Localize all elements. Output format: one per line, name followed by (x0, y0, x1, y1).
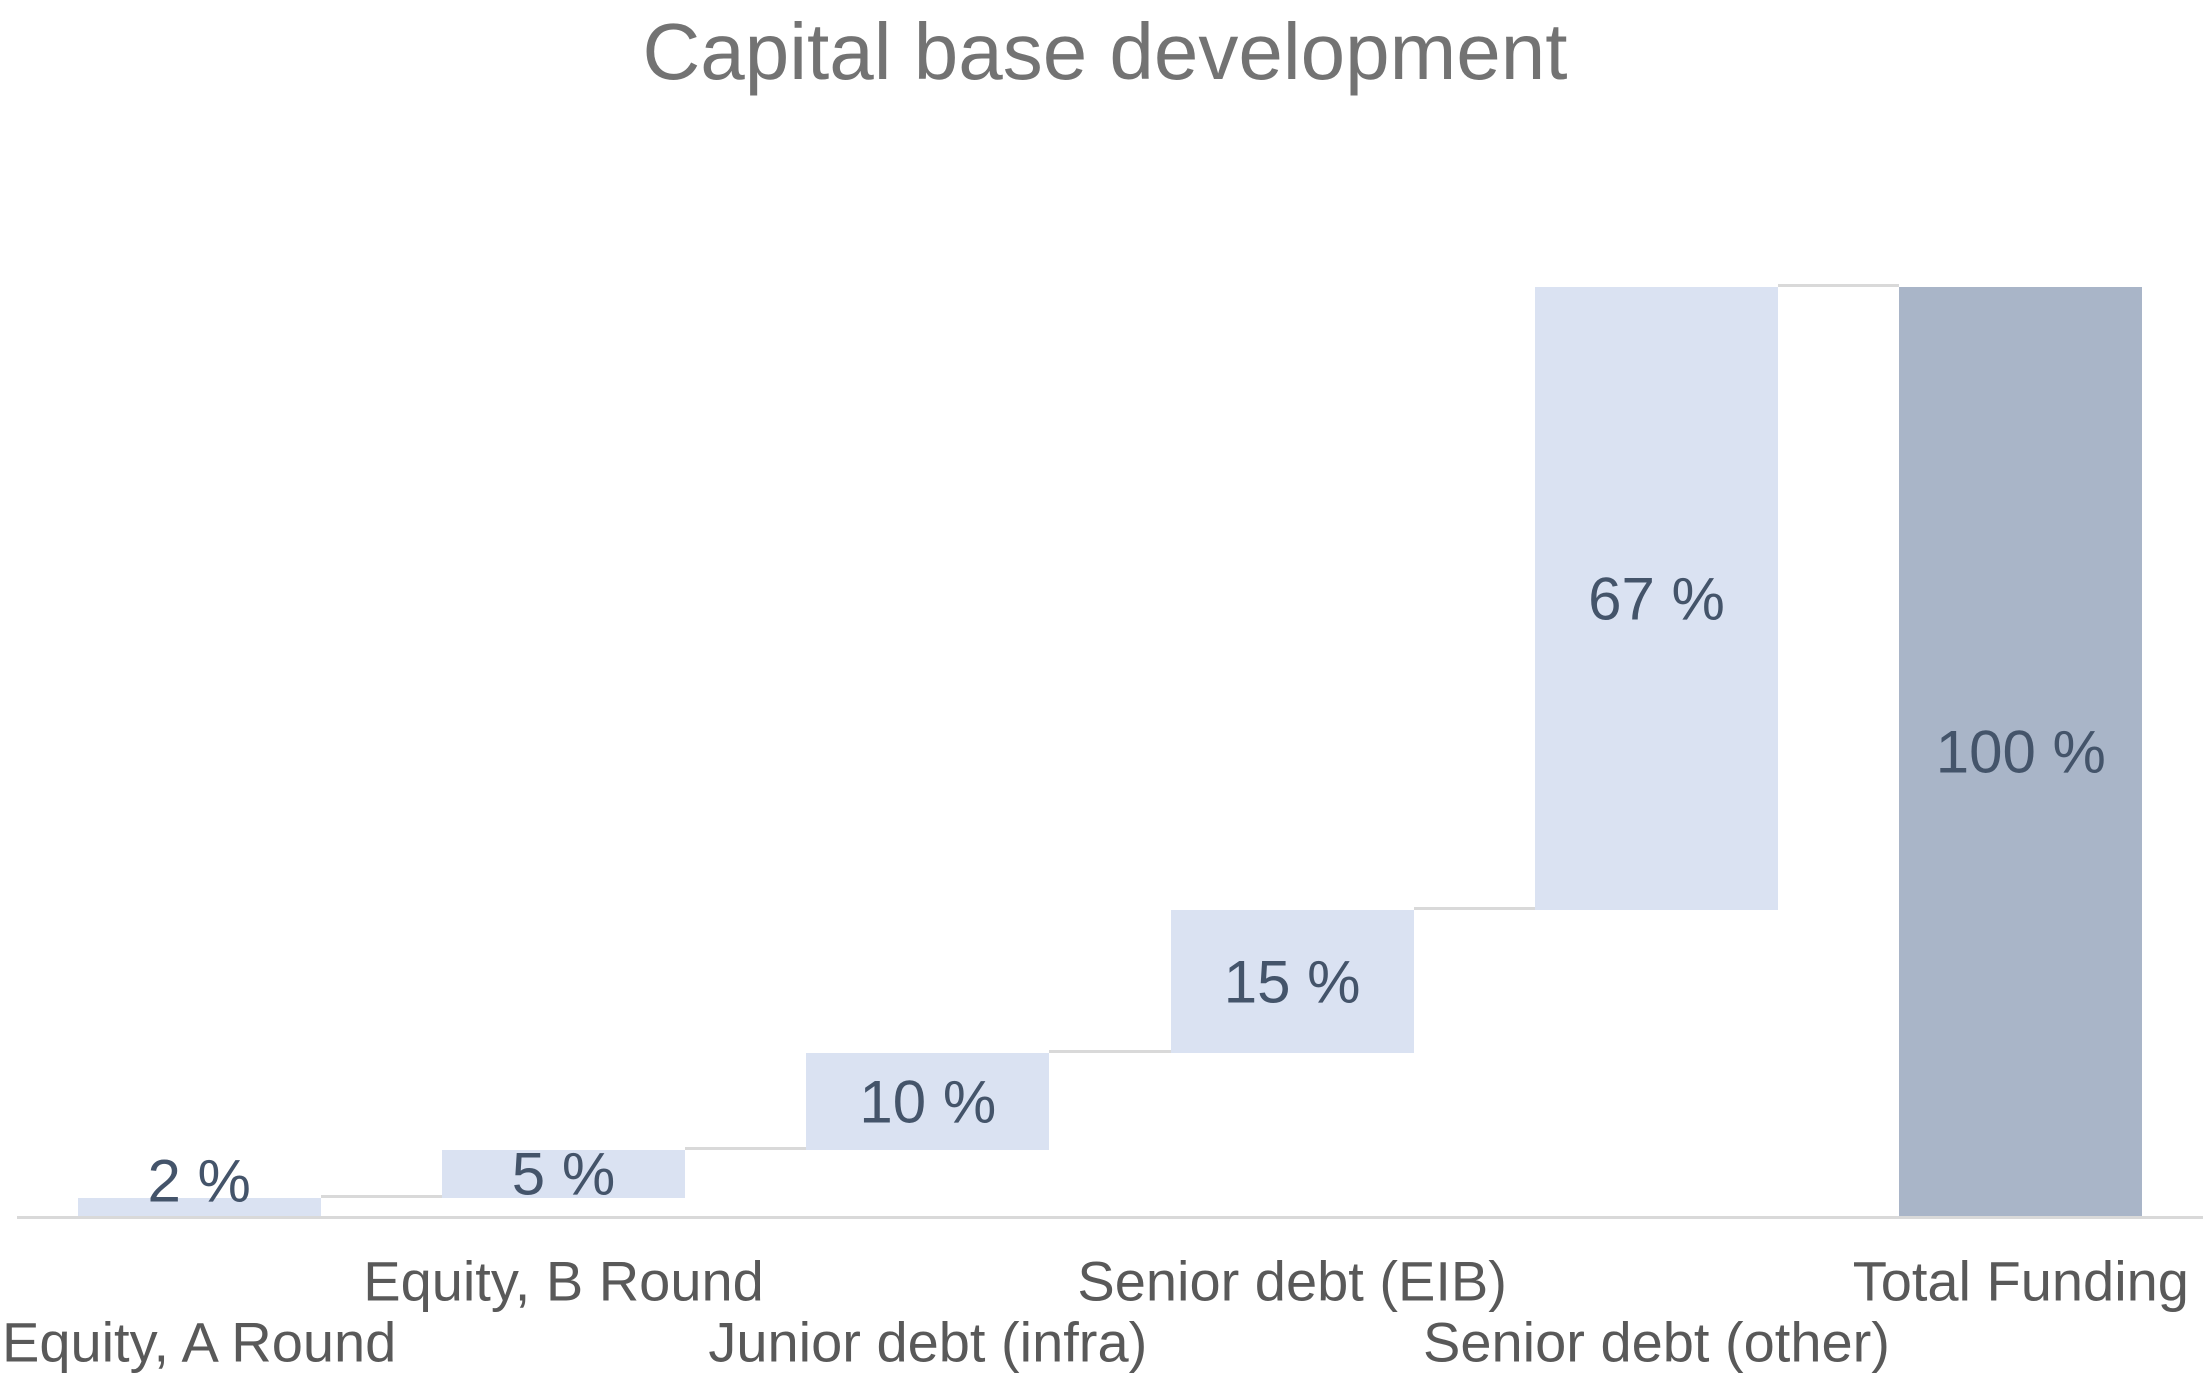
category-label-equity-b-round: Equity, B Round (363, 1249, 764, 1313)
x-axis-line (17, 1216, 2203, 1219)
bar-junior-debt-infra (806, 1053, 1050, 1151)
value-label: 15 % (1223, 948, 1361, 1016)
bar-total-funding (1899, 287, 2143, 1217)
bar-senior-debt-other (1534, 287, 1778, 911)
connector-line (1413, 907, 1535, 911)
connector-line (1049, 1050, 1171, 1054)
bar-senior-debt-eib (1170, 910, 1414, 1054)
bar-equity-a-round (77, 1198, 321, 1217)
value-label: 10 % (859, 1068, 997, 1136)
chart-title: Capital base development (642, 7, 1568, 96)
connector-line (1777, 284, 1900, 287)
category-label-equity-a-round: Equity, A Round (1, 1310, 397, 1374)
category-label-senior-debt-other: Senior debt (other) (1423, 1310, 1890, 1374)
bar-equity-b-round (441, 1150, 685, 1199)
value-label: 5 % (511, 1140, 616, 1208)
value-label: 67 % (1588, 565, 1725, 633)
value-label: 100 % (1935, 718, 2106, 786)
connector-line (684, 1147, 807, 1151)
category-label-total-funding: Total Funding (1852, 1249, 2189, 1313)
value-label: 2 % (147, 1147, 251, 1215)
category-label-senior-debt-eib: Senior debt (EIB) (1077, 1249, 1507, 1313)
connector-line (320, 1195, 442, 1199)
category-label-junior-debt-infra: Junior debt (infra) (708, 1310, 1148, 1374)
